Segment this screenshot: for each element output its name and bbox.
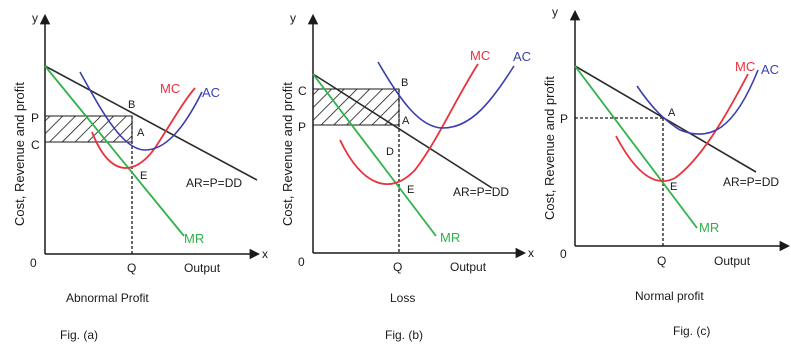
y-axis-letter: y — [552, 5, 558, 19]
mr-curve — [574, 65, 698, 229]
output-label: Output — [450, 260, 487, 274]
origin-label: 0 — [30, 256, 37, 270]
output-label: Output — [184, 261, 221, 275]
mc-curve — [339, 63, 479, 185]
origin-label: 0 — [298, 255, 305, 269]
x-axis-letter: x — [262, 247, 268, 261]
figure-number: Fig. (c) — [673, 324, 710, 338]
point-b-label: B — [128, 99, 135, 111]
mr-curve — [44, 65, 185, 237]
mr-label: MR — [440, 230, 460, 245]
point-p-label: P — [31, 111, 39, 125]
figure-caption: Abnormal Profit — [66, 291, 149, 305]
point-d-label: D — [386, 146, 394, 158]
ac-label: AC — [202, 85, 220, 100]
figure-caption: Loss — [390, 291, 415, 305]
mc-curve — [615, 73, 749, 183]
mr-label: MR — [699, 220, 719, 235]
y-axis-label: Cost, Revenue and profit — [12, 82, 27, 226]
ac-label: AC — [513, 49, 531, 64]
y-axis-label: Cost, Revenue and profit — [542, 76, 557, 220]
point-a-label: A — [137, 127, 145, 139]
figure-b: y x 0 Cost, Revenue and profit C P B A D… — [280, 11, 534, 342]
y-axis-label: Cost, Revenue and profit — [280, 82, 295, 226]
point-a-label: A — [668, 107, 676, 119]
ar-label: AR=P=DD — [453, 185, 509, 199]
point-e-label: E — [140, 170, 147, 182]
mc-label: MC — [470, 48, 490, 63]
y-axis-letter: y — [32, 11, 38, 25]
origin-label: 0 — [560, 247, 567, 261]
q-label: Q — [393, 260, 402, 274]
mc-label: MC — [160, 81, 180, 96]
point-p-label: P — [560, 112, 568, 126]
ar-curve — [312, 73, 493, 189]
output-label: Output — [714, 254, 751, 268]
point-c-label: C — [31, 138, 40, 152]
figure-c: y 0 Cost, Revenue and profit P A E MC AC… — [542, 5, 791, 338]
ac-curve — [377, 61, 515, 129]
figure-number: Fig. (b) — [385, 328, 423, 342]
mr-label: MR — [184, 231, 204, 246]
ar-curve — [44, 65, 258, 181]
point-b-label: B — [401, 77, 408, 89]
y-axis-letter: y — [290, 11, 296, 25]
ar-label: AR=P=DD — [723, 175, 779, 189]
q-label: Q — [657, 254, 666, 268]
point-e-label: E — [670, 181, 677, 193]
ac-label: AC — [761, 62, 779, 77]
q-label: Q — [127, 261, 136, 275]
figure-a: y x 0 Cost, Revenue and profit P C B A E… — [12, 11, 268, 342]
point-a-label: A — [402, 115, 410, 127]
ar-label: AR=P=DD — [186, 176, 242, 190]
mr-curve — [312, 73, 437, 237]
mc-label: MC — [735, 59, 755, 74]
point-c-label: C — [298, 84, 307, 98]
ac-curve — [636, 69, 759, 135]
figure-number: Fig. (a) — [60, 328, 98, 342]
x-axis-letter: x — [528, 246, 534, 260]
loss-area — [312, 88, 400, 126]
figure-caption: Normal profit — [635, 289, 704, 303]
ac-curve — [79, 71, 203, 151]
point-e-label: E — [407, 184, 414, 196]
point-p-label: P — [298, 120, 306, 134]
